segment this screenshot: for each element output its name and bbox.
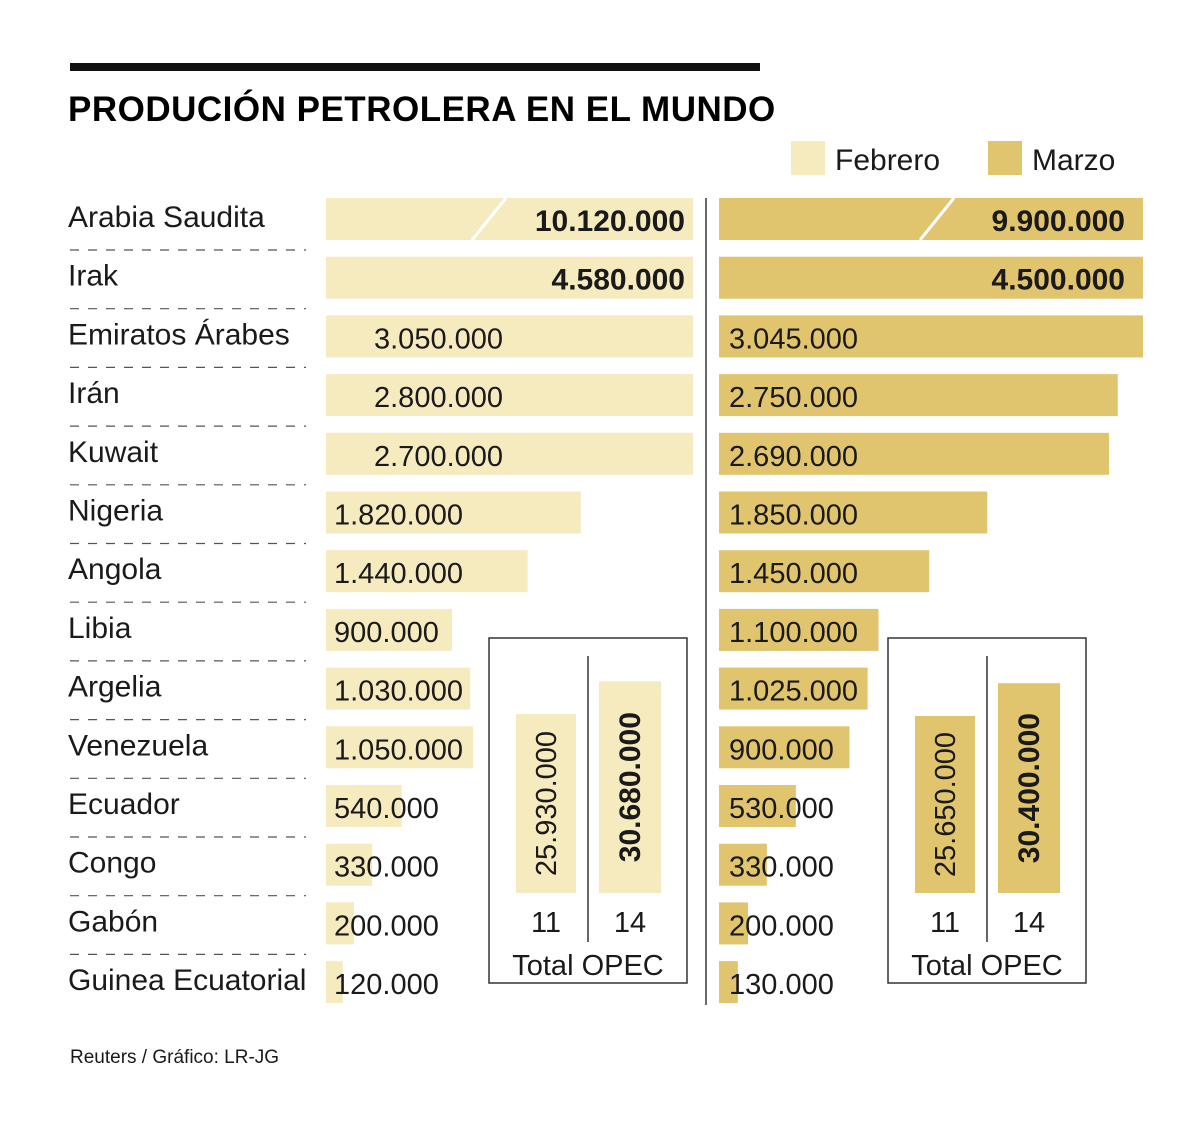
bar-marzo-argelia bbox=[719, 667, 868, 710]
total-label-marzo: Total OPEC bbox=[911, 950, 1063, 982]
total-value-febrero-11: 25.930.000 bbox=[531, 731, 563, 876]
country-label-guinea-ecuatorial: Guinea Ecuatorial bbox=[68, 964, 306, 997]
legend-swatch-marzo bbox=[988, 141, 1022, 175]
country-label-libia: Libia bbox=[68, 612, 132, 645]
bar-marzo-ecuador bbox=[719, 785, 796, 827]
source-note: Reuters / Gráfico: LR-JG bbox=[70, 1047, 279, 1068]
country-label-argelia: Argelia bbox=[68, 671, 162, 704]
value-label-marzo-iran: 2.750.000 bbox=[729, 382, 858, 414]
bar-marzo-angola bbox=[719, 550, 930, 593]
total-bar-marzo-14 bbox=[998, 683, 1060, 893]
total-bar-marzo-11 bbox=[915, 716, 975, 893]
bar-febrero-arabia-saudita bbox=[326, 198, 693, 240]
total-value-marzo-11: 25.650.000 bbox=[930, 732, 962, 877]
value-label-marzo-emiratos-arabes: 3.045.000 bbox=[729, 323, 858, 355]
total-box-febrero bbox=[488, 637, 688, 984]
total-count-febrero-11: 11 bbox=[531, 907, 561, 939]
bar-marzo-iran bbox=[719, 374, 1118, 417]
total-count-marzo-11: 11 bbox=[930, 907, 960, 939]
totals-layer: 25.930.000 11 30.680.000 14 Total OPEC 25.650… bbox=[488, 637, 1087, 984]
bar-febrero-guinea-ecuatorial bbox=[326, 961, 343, 1004]
country-label-venezuela: Venezuela bbox=[68, 729, 208, 762]
value-label-febrero-angola: 1.440.000 bbox=[334, 558, 463, 590]
legend-swatch-febrero bbox=[791, 141, 825, 175]
country-label-ecuador: Ecuador bbox=[68, 788, 180, 821]
total-box-marzo bbox=[887, 637, 1087, 984]
total-label-febrero: Total OPEC bbox=[512, 950, 664, 982]
value-label-febrero-iran: 2.800.000 bbox=[374, 382, 503, 414]
bar-febrero-libia bbox=[326, 608, 452, 651]
bar-febrero-irak bbox=[326, 256, 693, 299]
bar-marzo-libia bbox=[719, 608, 879, 651]
bar-febrero-argelia bbox=[326, 667, 471, 710]
bar-febrero-gabon bbox=[326, 902, 354, 945]
value-label-febrero-libia: 900.000 bbox=[334, 617, 439, 649]
country-label-nigeria: Nigeria bbox=[68, 495, 163, 528]
value-label-marzo-ecuador: 530.000 bbox=[729, 793, 834, 825]
bar-marzo-nigeria bbox=[719, 491, 988, 534]
value-label-marzo-libia: 1.100.000 bbox=[729, 617, 858, 649]
bar-marzo-gabon bbox=[719, 902, 748, 945]
country-label-iran: Irán bbox=[68, 377, 120, 410]
value-label-febrero-guinea-ecuatorial: 120.000 bbox=[334, 969, 439, 1001]
bar-marzo-congo bbox=[719, 843, 767, 886]
bar-febrero-kuwait bbox=[326, 432, 693, 475]
rows-layer: Arabia Saudita 10.120.000 9.900.000 Irak 4.5… bbox=[68, 197, 1143, 1004]
bar-febrero-emiratos-arabes bbox=[326, 315, 693, 358]
bar-marzo-venezuela bbox=[719, 726, 850, 769]
title-rule bbox=[70, 63, 760, 71]
legend-label-marzo: Marzo bbox=[1032, 144, 1115, 177]
value-label-febrero-kuwait: 2.700.000 bbox=[374, 441, 503, 473]
chart-title: PRODUCIÓN PETROLERA EN EL MUNDO bbox=[68, 89, 776, 129]
country-label-arabia-saudita: Arabia Saudita bbox=[68, 201, 265, 234]
total-value-febrero-14: 30.680.000 bbox=[614, 712, 647, 862]
bar-marzo-arabia-saudita bbox=[719, 198, 1143, 240]
bar-marzo-irak bbox=[719, 256, 1143, 299]
country-label-irak: Irak bbox=[68, 260, 119, 293]
value-label-febrero-irak: 4.580.000 bbox=[552, 264, 685, 297]
country-label-angola: Angola bbox=[68, 553, 162, 586]
value-label-febrero-ecuador: 540.000 bbox=[334, 793, 439, 825]
bar-febrero-congo bbox=[326, 843, 373, 886]
bar-febrero-angola bbox=[326, 550, 528, 593]
value-label-febrero-emiratos-arabes: 3.050.000 bbox=[374, 323, 503, 355]
value-label-marzo-arabia-saudita: 9.900.000 bbox=[992, 205, 1125, 238]
axis-break-febrero bbox=[470, 197, 508, 241]
value-label-marzo-angola: 1.450.000 bbox=[729, 558, 858, 590]
country-label-kuwait: Kuwait bbox=[68, 436, 159, 469]
value-label-marzo-congo: 330.000 bbox=[729, 852, 834, 884]
value-label-febrero-gabon: 200.000 bbox=[334, 910, 439, 942]
value-label-marzo-argelia: 1.025.000 bbox=[729, 676, 858, 708]
total-bar-febrero-11 bbox=[516, 714, 576, 893]
bar-marzo-guinea-ecuatorial bbox=[719, 961, 738, 1004]
total-count-febrero-14: 14 bbox=[614, 907, 646, 939]
value-label-marzo-venezuela: 900.000 bbox=[729, 734, 834, 766]
axis-break-marzo bbox=[918, 197, 956, 241]
bar-marzo-emiratos-arabes bbox=[719, 315, 1143, 358]
bar-febrero-venezuela bbox=[326, 726, 473, 769]
value-label-febrero-congo: 330.000 bbox=[334, 852, 439, 884]
value-label-febrero-venezuela: 1.050.000 bbox=[334, 734, 463, 766]
total-value-marzo-14: 30.400.000 bbox=[1013, 713, 1046, 863]
value-label-marzo-guinea-ecuatorial: 130.000 bbox=[729, 969, 834, 1001]
legend-label-febrero: Febrero bbox=[835, 144, 940, 177]
value-label-marzo-nigeria: 1.850.000 bbox=[729, 500, 858, 532]
value-label-febrero-argelia: 1.030.000 bbox=[334, 676, 463, 708]
country-label-emiratos-arabes: Emiratos Árabes bbox=[68, 318, 290, 351]
bar-febrero-nigeria bbox=[326, 491, 581, 534]
total-bar-febrero-14 bbox=[599, 681, 661, 893]
country-label-congo: Congo bbox=[68, 847, 156, 880]
value-label-marzo-irak: 4.500.000 bbox=[992, 264, 1125, 297]
value-label-febrero-nigeria: 1.820.000 bbox=[334, 500, 463, 532]
bar-febrero-iran bbox=[326, 374, 693, 417]
value-label-febrero-arabia-saudita: 10.120.000 bbox=[535, 205, 685, 238]
total-count-marzo-14: 14 bbox=[1013, 907, 1045, 939]
bar-febrero-ecuador bbox=[326, 785, 402, 827]
value-label-marzo-kuwait: 2.690.000 bbox=[729, 441, 858, 473]
bar-marzo-kuwait bbox=[719, 432, 1110, 475]
value-label-marzo-gabon: 200.000 bbox=[729, 910, 834, 942]
country-label-gabon: Gabón bbox=[68, 905, 158, 938]
